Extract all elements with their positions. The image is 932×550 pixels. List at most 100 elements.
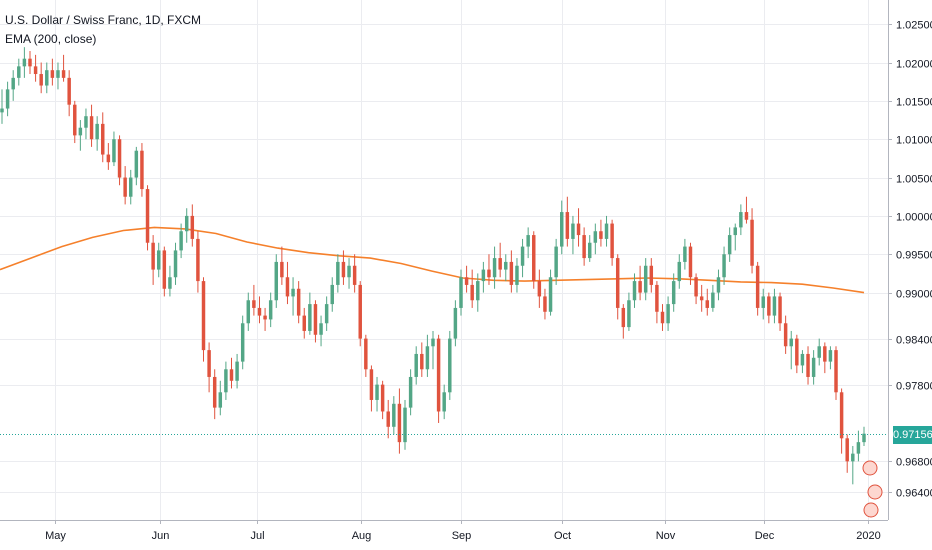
candle-body bbox=[699, 296, 704, 301]
candle bbox=[28, 51, 32, 75]
ema-line bbox=[0, 226, 865, 294]
candle-body bbox=[666, 304, 670, 324]
candle bbox=[302, 307, 306, 339]
candle bbox=[783, 315, 788, 354]
candle-body bbox=[425, 346, 430, 370]
candle bbox=[420, 342, 424, 377]
candle bbox=[218, 380, 223, 416]
candle bbox=[565, 196, 570, 247]
candle-body bbox=[532, 235, 536, 282]
candle bbox=[319, 315, 323, 347]
chart-legend: U.S. Dollar / Swiss Franc, 1D, FXCM EMA … bbox=[5, 11, 201, 49]
candle bbox=[201, 277, 206, 362]
indicator-label[interactable]: EMA (200, close) bbox=[5, 32, 97, 46]
candle-body bbox=[632, 281, 637, 301]
event-icon[interactable] bbox=[862, 460, 878, 476]
candle-body bbox=[492, 258, 497, 278]
candle bbox=[615, 254, 620, 320]
time-tick-label: May bbox=[45, 530, 66, 542]
time-axis[interactable]: May Jun Jul Aug Sep Oct Nov Dec 2020 bbox=[0, 520, 888, 542]
time-tick-label: Jun bbox=[152, 530, 170, 542]
candle-body bbox=[806, 353, 810, 377]
candle bbox=[145, 185, 150, 251]
candle-body bbox=[28, 58, 32, 67]
candle bbox=[666, 296, 670, 331]
candle bbox=[196, 231, 200, 293]
candle-body bbox=[811, 357, 816, 377]
candle bbox=[845, 434, 849, 473]
event-marker-icons[interactable] bbox=[862, 460, 883, 518]
candle bbox=[330, 277, 334, 312]
candle bbox=[352, 254, 357, 293]
candle-body bbox=[173, 250, 178, 278]
candle bbox=[156, 242, 161, 278]
candle bbox=[671, 273, 676, 312]
candle bbox=[733, 223, 737, 251]
candle bbox=[252, 284, 256, 316]
candle-body bbox=[828, 350, 833, 362]
candle bbox=[649, 258, 654, 293]
candle bbox=[688, 242, 693, 285]
candle bbox=[744, 196, 749, 224]
candle-body bbox=[448, 338, 452, 393]
candle-body bbox=[498, 258, 502, 270]
candle-body bbox=[280, 261, 284, 278]
candle-body bbox=[722, 254, 726, 278]
candle bbox=[800, 350, 805, 374]
candle bbox=[408, 369, 413, 416]
candle-body bbox=[196, 238, 200, 282]
candle-body bbox=[151, 242, 155, 270]
candle-body bbox=[229, 369, 234, 381]
candle bbox=[235, 353, 239, 389]
candle-body bbox=[56, 70, 60, 78]
candle-body bbox=[308, 304, 312, 331]
candle-body bbox=[11, 77, 15, 90]
candle bbox=[61, 54, 66, 82]
candle-body bbox=[403, 407, 407, 443]
symbol-title[interactable]: U.S. Dollar / Swiss Franc, 1D, FXCM bbox=[5, 13, 202, 27]
candle bbox=[643, 258, 648, 301]
candle-body bbox=[212, 376, 217, 408]
candle bbox=[134, 146, 139, 186]
candle bbox=[5, 81, 10, 117]
time-tick-label: Aug bbox=[352, 530, 372, 542]
candle-body bbox=[459, 277, 463, 308]
candle-body bbox=[671, 281, 676, 305]
candle-body bbox=[67, 77, 71, 105]
candle bbox=[806, 346, 810, 385]
candle bbox=[509, 250, 514, 293]
candle bbox=[464, 265, 469, 293]
candle bbox=[593, 223, 598, 255]
candle-body bbox=[464, 277, 469, 285]
price-tick-label: 0.99500 bbox=[896, 250, 932, 262]
price-tick-label: 0.98400 bbox=[896, 335, 932, 347]
candle-body bbox=[45, 70, 49, 86]
candle bbox=[414, 346, 418, 385]
candle bbox=[862, 426, 866, 446]
candle-body bbox=[543, 296, 547, 312]
candle bbox=[375, 376, 379, 412]
candle bbox=[190, 204, 195, 247]
event-icon[interactable] bbox=[863, 502, 879, 518]
candle-body bbox=[341, 261, 346, 278]
candle-body bbox=[772, 296, 777, 316]
candle bbox=[856, 430, 861, 462]
candle bbox=[711, 284, 715, 312]
candle bbox=[442, 384, 446, 420]
candle bbox=[151, 235, 155, 285]
candle-body bbox=[845, 438, 849, 462]
candle-body bbox=[834, 350, 838, 393]
candle-body bbox=[392, 403, 396, 427]
candle bbox=[548, 269, 553, 316]
event-icon[interactable] bbox=[867, 484, 883, 500]
candle-body bbox=[129, 177, 133, 197]
candle-body bbox=[101, 123, 105, 155]
candle bbox=[851, 445, 855, 485]
candle bbox=[347, 258, 351, 289]
price-tick-label: 0.97800 bbox=[896, 381, 932, 393]
candles-layer bbox=[0, 47, 866, 485]
price-axis[interactable]: 1.02500 1.02000 1.01500 1.01000 1.00500 1.000… bbox=[888, 0, 932, 550]
candle-body bbox=[190, 215, 195, 239]
